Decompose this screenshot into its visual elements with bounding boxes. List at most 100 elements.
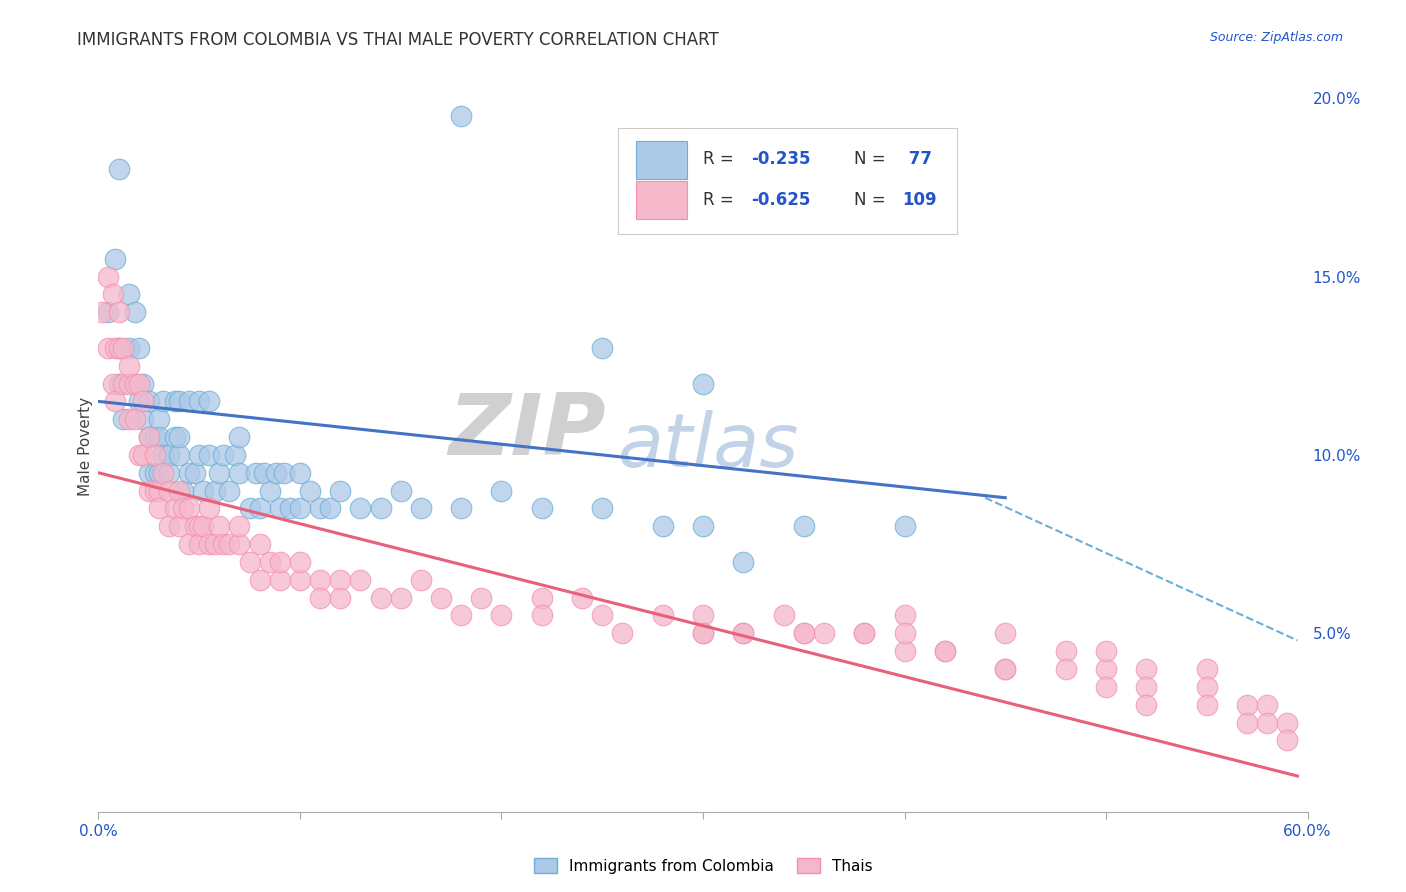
Point — [157, 519, 180, 533]
Point — [208, 519, 231, 533]
Point — [409, 501, 432, 516]
Point — [813, 626, 835, 640]
Point — [591, 608, 613, 623]
FancyBboxPatch shape — [637, 181, 688, 219]
Point — [157, 466, 180, 480]
Text: 109: 109 — [903, 191, 938, 209]
Point — [128, 448, 150, 462]
Point — [167, 430, 190, 444]
Point — [184, 466, 207, 480]
Point — [329, 573, 352, 587]
Point — [198, 501, 221, 516]
Point — [224, 448, 246, 462]
Point — [107, 305, 129, 319]
Point — [132, 394, 155, 409]
Point — [132, 448, 155, 462]
Point — [1277, 733, 1299, 747]
Point — [450, 109, 472, 123]
Point — [157, 448, 180, 462]
Point — [107, 341, 129, 355]
Point — [994, 626, 1017, 640]
Point — [124, 305, 146, 319]
Point — [309, 501, 332, 516]
Point — [692, 626, 714, 640]
Point — [269, 555, 291, 569]
Point — [793, 626, 815, 640]
Point — [97, 341, 120, 355]
Point — [370, 501, 392, 516]
Point — [733, 626, 755, 640]
Point — [530, 608, 553, 623]
Y-axis label: Male Poverty: Male Poverty — [77, 396, 93, 496]
Point — [172, 501, 194, 516]
Point — [118, 412, 141, 426]
Point — [118, 287, 141, 301]
Point — [163, 394, 186, 409]
Point — [1195, 680, 1218, 694]
Point — [239, 501, 262, 516]
Point — [208, 466, 231, 480]
Point — [111, 412, 134, 426]
Point — [138, 483, 160, 498]
Point — [167, 519, 190, 533]
Point — [228, 519, 250, 533]
Point — [124, 412, 146, 426]
Point — [188, 519, 211, 533]
Point — [530, 501, 553, 516]
Point — [692, 519, 714, 533]
Point — [853, 626, 876, 640]
Point — [239, 555, 262, 569]
Point — [853, 626, 876, 640]
Point — [179, 394, 201, 409]
Point — [107, 341, 129, 355]
Point — [893, 519, 915, 533]
Point — [179, 501, 201, 516]
Point — [591, 341, 613, 355]
Point — [179, 537, 201, 551]
Point — [1095, 680, 1118, 694]
Point — [288, 466, 311, 480]
Point — [228, 430, 250, 444]
Point — [124, 376, 146, 391]
Point — [184, 519, 207, 533]
Point — [491, 483, 513, 498]
Point — [309, 573, 332, 587]
Point — [370, 591, 392, 605]
Point — [148, 501, 170, 516]
Point — [273, 466, 295, 480]
Point — [349, 573, 371, 587]
Point — [204, 483, 226, 498]
Point — [188, 448, 211, 462]
Point — [204, 537, 226, 551]
Point — [1135, 698, 1157, 712]
Point — [103, 341, 125, 355]
Text: Source: ZipAtlas.com: Source: ZipAtlas.com — [1209, 31, 1343, 45]
Point — [157, 483, 180, 498]
Point — [91, 305, 114, 319]
Point — [179, 466, 201, 480]
Point — [212, 448, 235, 462]
Point — [138, 430, 160, 444]
Point — [97, 305, 120, 319]
Point — [893, 608, 915, 623]
Point — [288, 501, 311, 516]
Point — [329, 483, 352, 498]
Point — [1256, 698, 1278, 712]
Point — [148, 430, 170, 444]
Point — [309, 591, 332, 605]
Point — [143, 483, 166, 498]
Point — [1054, 644, 1077, 658]
Text: R =: R = — [703, 150, 740, 169]
Point — [1135, 680, 1157, 694]
Point — [101, 376, 124, 391]
Point — [193, 483, 215, 498]
Point — [212, 537, 235, 551]
Point — [188, 394, 211, 409]
Text: IMMIGRANTS FROM COLOMBIA VS THAI MALE POVERTY CORRELATION CHART: IMMIGRANTS FROM COLOMBIA VS THAI MALE PO… — [77, 31, 718, 49]
Point — [893, 626, 915, 640]
Point — [269, 501, 291, 516]
Point — [148, 483, 170, 498]
Point — [143, 448, 166, 462]
Point — [148, 412, 170, 426]
Point — [167, 483, 190, 498]
